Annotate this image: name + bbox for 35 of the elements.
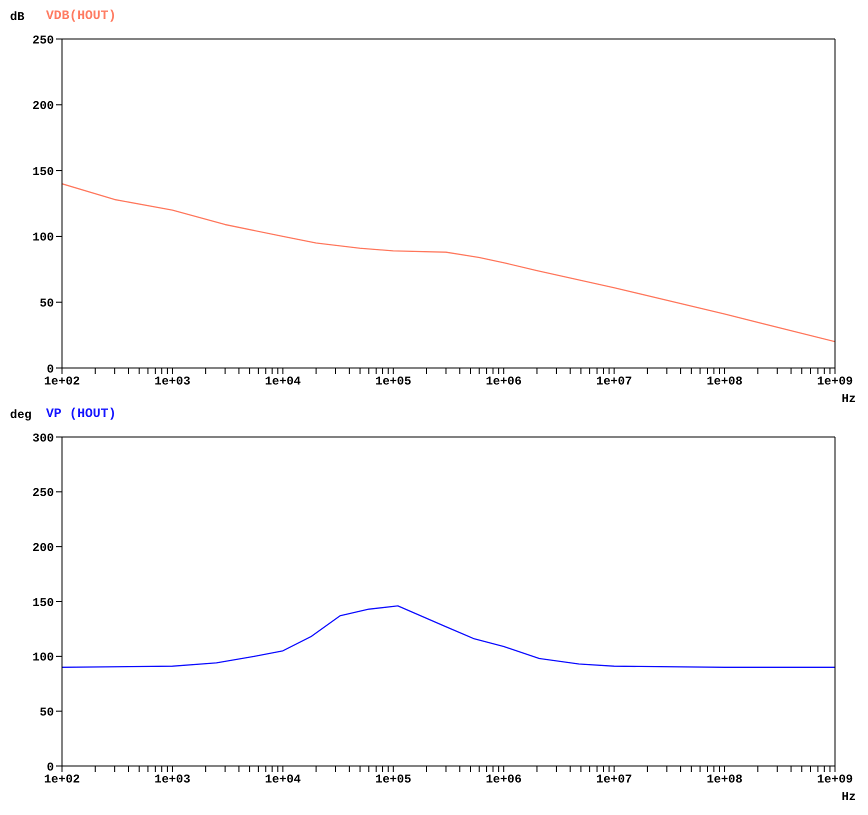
y-tick-label: 100 [32,230,54,245]
y-tick-label: 150 [32,596,54,610]
y-tick-label: 50 [40,296,54,310]
x-tick-label: 1e+08 [706,772,743,787]
y-tick-label: 0 [46,760,54,774]
x-tick-label: 1e+03 [154,772,190,787]
y-tick-label: 50 [40,705,54,720]
x-tick-label: 1e+09 [816,772,854,787]
y-tick-label: 200 [32,540,54,555]
x-tick-label: 1e+06 [486,374,522,389]
chart-title: VDB(HOUT) [46,8,116,23]
y-axis-title: dB [10,10,24,24]
x-tick-label: 1e+09 [816,374,854,389]
y-tick-label: 100 [32,650,54,665]
x-axis-title: Hz [842,392,856,406]
y-tick-label: 250 [32,486,54,500]
x-tick-label: 1e+05 [375,772,412,787]
x-tick-label: 1e+05 [375,374,412,389]
y-tick-label: 150 [32,164,54,179]
x-tick-label: 1e+04 [264,772,301,787]
chart-title: VP (HOUT) [46,406,116,421]
x-tick-label: 1e+04 [264,374,301,389]
y-tick-label: 250 [32,33,54,48]
y-tick-label: 300 [32,431,54,446]
y-tick-label: 200 [32,99,54,114]
x-tick-label: 1e+07 [596,374,632,389]
x-tick-label: 1e+02 [44,374,80,389]
x-axis-title: Hz [842,790,856,804]
x-tick-label: 1e+02 [44,772,80,787]
y-tick-label: 0 [46,362,54,376]
x-tick-label: 1e+03 [154,374,190,389]
x-tick-label: 1e+07 [596,772,632,787]
x-tick-label: 1e+08 [706,374,743,389]
y-axis-title: deg [10,408,32,422]
x-tick-label: 1e+06 [486,772,522,787]
